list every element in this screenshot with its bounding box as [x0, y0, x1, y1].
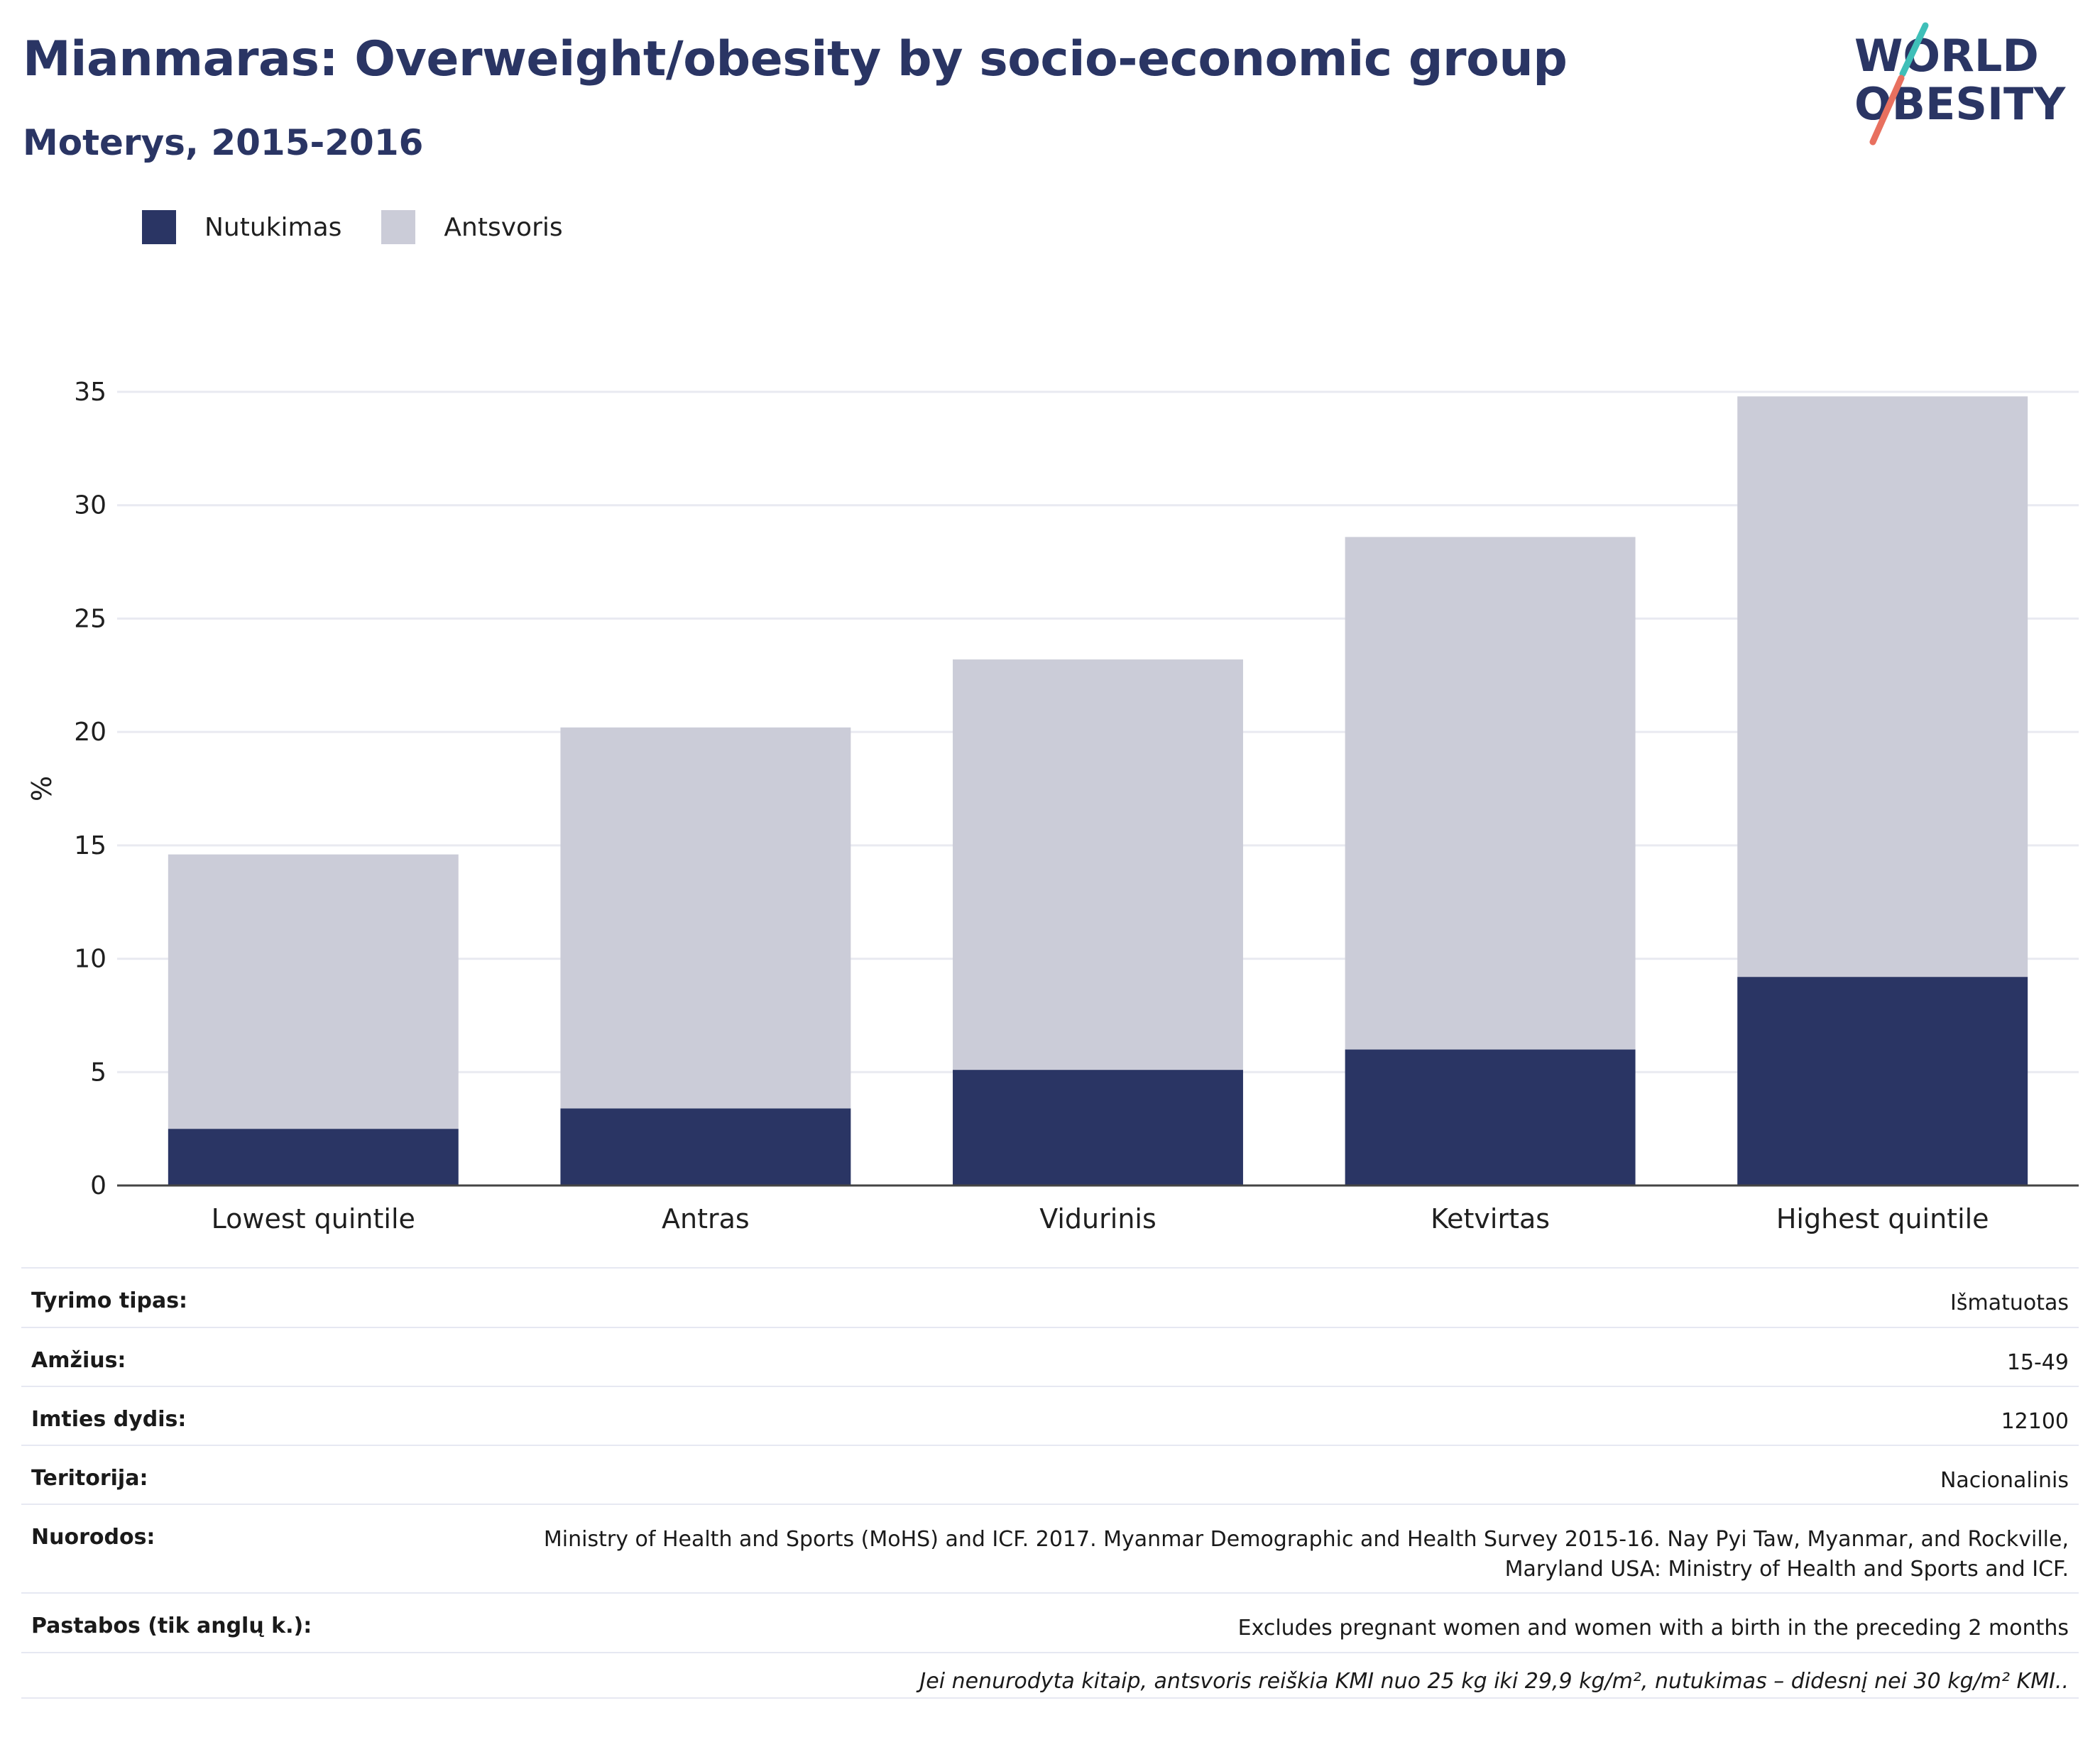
- info-key: Teritorija:: [31, 1466, 148, 1491]
- bar-obesity: [1737, 977, 2028, 1185]
- bar-overweight: [953, 659, 1243, 1070]
- bar-obesity: [1345, 1049, 1636, 1185]
- bar-obesity: [168, 1129, 459, 1185]
- info-key: Nuorodos:: [31, 1525, 155, 1550]
- legend-swatch-overweight: [381, 210, 416, 244]
- info-table: Tyrimo tipas: Išmatuotas Amžius: 15-49 I…: [21, 1267, 2079, 1699]
- bar-obesity: [560, 1108, 851, 1185]
- x-tick-label: Antras: [662, 1203, 750, 1234]
- info-row-references: Nuorodos: Ministry of Health and Sports …: [21, 1504, 2079, 1592]
- x-tick-label: Highest quintile: [1776, 1203, 1989, 1234]
- info-key: Amžius:: [31, 1348, 126, 1373]
- logo-slash-coral: [1869, 75, 1905, 146]
- info-row-sample-size: Imties dydis: 12100: [21, 1386, 2079, 1445]
- info-value: 15-49: [2006, 1350, 2069, 1375]
- legend-label-overweight: Antsvoris: [444, 212, 563, 242]
- y-tick-label: 30: [74, 491, 106, 520]
- logo-slash-teal: [1899, 22, 1929, 77]
- y-tick-label: 25: [74, 604, 106, 633]
- legend-swatch-obesity: [142, 210, 176, 244]
- bar-overweight: [560, 727, 851, 1109]
- info-key: Pastabos (tik anglų k.):: [31, 1614, 312, 1638]
- info-value: 12100: [2001, 1409, 2069, 1434]
- info-value: Nacionalinis: [1940, 1468, 2069, 1493]
- legend-item-overweight[interactable]: Antsvoris: [381, 210, 563, 244]
- info-key: Imties dydis:: [31, 1407, 187, 1432]
- logo-line1: WORLD: [1854, 30, 2039, 82]
- y-tick-label: 0: [90, 1171, 106, 1200]
- x-tick-label: Lowest quintile: [212, 1203, 415, 1234]
- x-tick-label: Ketvirtas: [1431, 1203, 1550, 1234]
- bar-overweight: [1737, 396, 2028, 977]
- chart-title: Mianmaras: Overweight/obesity by socio-e…: [23, 31, 1568, 87]
- info-key: Tyrimo tipas:: [31, 1288, 188, 1313]
- info-value: Išmatuotas: [1950, 1291, 2069, 1315]
- legend: Nutukimas Antsvoris: [142, 210, 603, 244]
- legend-label-obesity: Nutukimas: [204, 212, 342, 242]
- info-row-age: Amžius: 15-49: [21, 1327, 2079, 1386]
- world-obesity-logo: WORLD OBESITY: [1854, 22, 2066, 146]
- info-row-survey-type: Tyrimo tipas: Išmatuotas: [21, 1267, 2079, 1327]
- info-row-territory: Teritorija: Nacionalinis: [21, 1445, 2079, 1504]
- bar-overweight: [168, 854, 459, 1129]
- y-tick-label: 5: [90, 1058, 106, 1087]
- chart-subtitle: Moterys, 2015-2016: [23, 122, 424, 163]
- y-tick-label: 15: [74, 831, 106, 860]
- y-tick-label: 20: [74, 718, 106, 747]
- info-row-notes: Pastabos (tik anglų k.): Excludes pregna…: [21, 1592, 2079, 1652]
- definition-note: Jei nenurodyta kitaip, antsvoris reiškia…: [21, 1652, 2079, 1699]
- bar-overweight: [1345, 537, 1636, 1050]
- bar-obesity: [953, 1070, 1243, 1185]
- logo-line2: OBESITY: [1854, 78, 2066, 130]
- y-axis-label: %: [26, 776, 58, 801]
- legend-item-obesity[interactable]: Nutukimas: [142, 210, 341, 244]
- y-tick-label: 10: [74, 945, 106, 974]
- x-tick-label: Vidurinis: [1039, 1203, 1156, 1234]
- info-value: Excludes pregnant women and women with a…: [1237, 1616, 2069, 1641]
- info-value: Ministry of Health and Sports (MoHS) and…: [543, 1527, 2069, 1582]
- y-tick-label: 35: [74, 378, 106, 407]
- bar-chart: 0 5 10 15 20 25 30 35% Lowest quintile Antras Vidu…: [26, 378, 2079, 1234]
